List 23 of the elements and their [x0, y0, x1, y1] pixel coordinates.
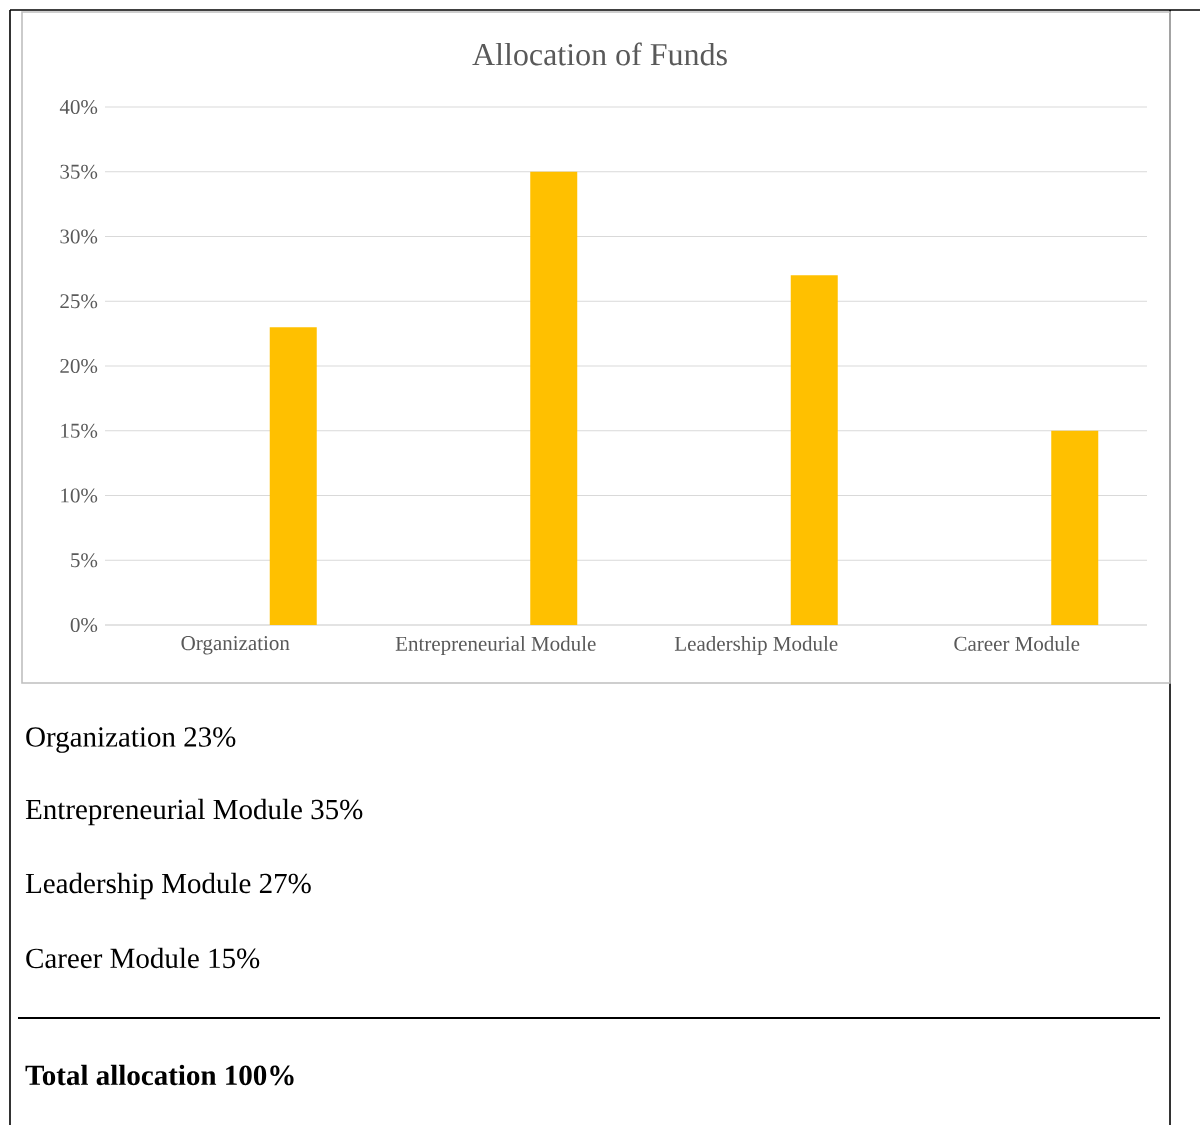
chart-title: Allocation of Funds [472, 42, 727, 66]
y-tick-label: 20% [60, 358, 98, 374]
bar [790, 275, 838, 625]
y-tick-label: 40% [59, 99, 98, 115]
text: Leadership Module 27% [25, 872, 311, 900]
text: Organization 23% [26, 727, 236, 753]
bar [1051, 430, 1099, 625]
y-tick-label: 35% [60, 164, 98, 179]
y-tick-label: 5% [71, 553, 98, 568]
y-tick-label: 0% [70, 617, 98, 633]
y-tick-label: 25% [60, 294, 98, 309]
x-tick-label: Career Module [954, 636, 1080, 651]
text: Entrepreneurial Module 35% [25, 798, 363, 826]
bar [530, 171, 578, 625]
x-tick-label: Entrepreneurial Module [395, 636, 596, 656]
y-tick-label: 15% [61, 423, 98, 438]
text: Total allocation 100% [25, 1064, 294, 1086]
y-tick-label: 10% [61, 488, 98, 503]
x-tick-label: Leadership Module [674, 636, 838, 656]
x-tick-label: Organization [181, 636, 290, 655]
y-tick-label: 30% [60, 229, 98, 244]
text: Career Module 15% [26, 947, 260, 969]
bar [269, 327, 317, 625]
